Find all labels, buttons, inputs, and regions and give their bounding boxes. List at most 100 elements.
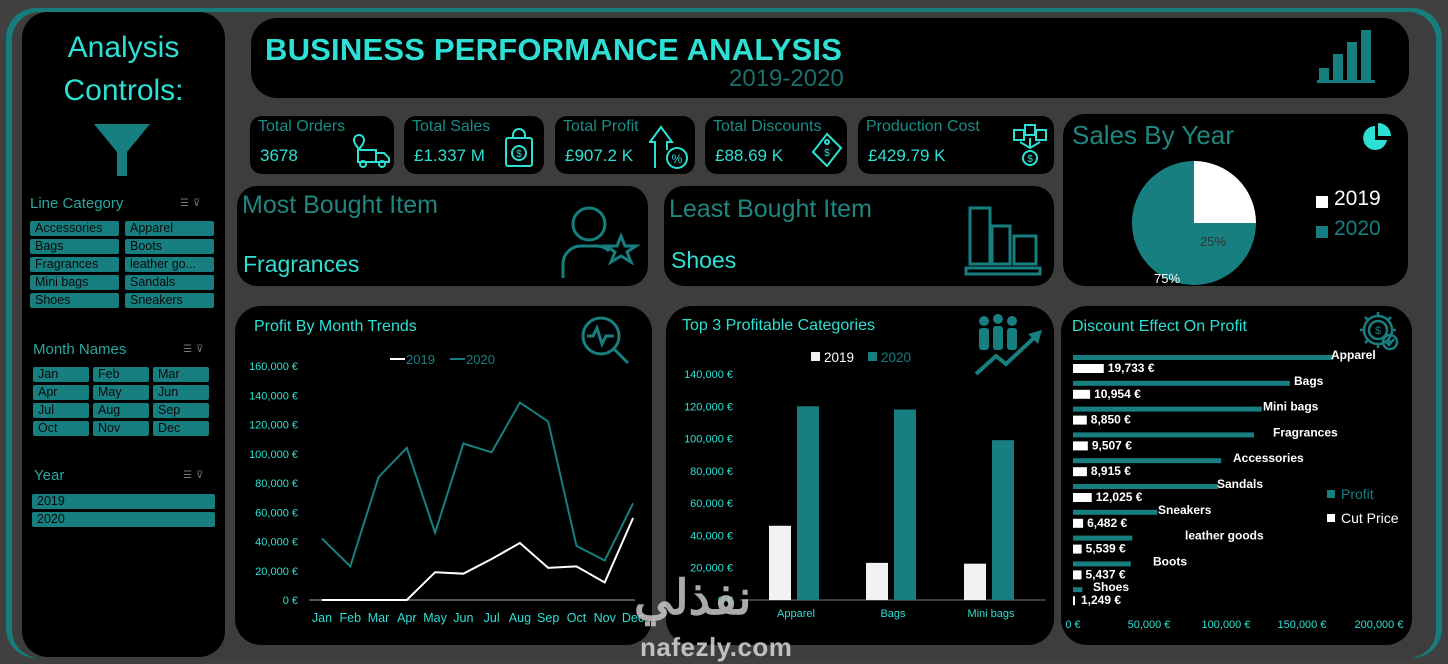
bar-profit — [1073, 535, 1133, 541]
chart-title: Top 3 Profitable Categories — [682, 317, 875, 334]
slicer-item-month[interactable]: Jul — [33, 403, 89, 418]
slicer-item-month[interactable]: Apr — [33, 385, 89, 400]
multi-select-icon[interactable]: ☰⊽ — [180, 198, 205, 209]
x-tick-label: 50,000 € — [1128, 619, 1171, 631]
team-growth-icon — [974, 314, 1042, 376]
pie-data-label: 75% — [1154, 271, 1180, 286]
kpi-total-orders: Total Orders 3678 — [250, 116, 394, 174]
legend-label: 2020 — [881, 350, 911, 365]
bar-cut-price — [1073, 364, 1104, 373]
x-tick-label: Apparel — [777, 608, 815, 620]
slicer-item-month[interactable]: Dec — [153, 421, 209, 436]
money-gear-icon: $ — [1360, 312, 1399, 351]
x-tick-label: May — [423, 611, 447, 625]
slicer-item-category[interactable]: Shoes — [30, 293, 119, 308]
controls-title-line1: Analysis — [67, 31, 180, 64]
legend-swatch — [1316, 226, 1328, 238]
data-point — [378, 599, 380, 601]
x-tick-label: Bags — [880, 608, 906, 620]
y-tick-label: 60,000 € — [690, 498, 733, 510]
multi-select-icon[interactable]: ☰⊽ — [183, 470, 208, 481]
y-tick-label: 20,000 € — [690, 563, 733, 575]
controls-title-line2: Controls: — [63, 74, 184, 107]
bar-cut-price — [1073, 441, 1088, 451]
y-tick-label: 100,000 € — [249, 449, 298, 461]
multi-select-icon[interactable]: ☰⊽ — [183, 344, 208, 355]
data-point — [575, 565, 577, 567]
category-label: Sandals — [1217, 477, 1263, 491]
svg-text:$: $ — [1375, 325, 1381, 337]
slicer-item-category[interactable]: Sneakers — [125, 293, 214, 308]
slicer-item-month[interactable]: May — [93, 385, 149, 400]
svg-text:$: $ — [1027, 154, 1033, 165]
slicer-item-category[interactable]: leather go... — [125, 257, 214, 272]
kpi-label: Total Sales — [412, 118, 491, 135]
x-tick-label: Apr — [397, 611, 416, 625]
chart-title: Discount Effect On Profit — [1072, 318, 1247, 335]
sales-by-year-pie: 25% 75% — [1132, 161, 1256, 286]
y-tick-label: 60,000 € — [255, 507, 298, 519]
bar-2020 — [797, 406, 819, 600]
header-banner: BUSINESS PERFORMANCE ANALYSIS 2019-2020 — [251, 18, 1409, 98]
delivery-truck-icon — [352, 134, 390, 168]
category-label: Bags — [1294, 374, 1324, 388]
x-tick-label: Nov — [594, 611, 617, 625]
svg-text:%: % — [672, 152, 683, 166]
pie-data-label: 25% — [1200, 234, 1226, 249]
inventory-shelf-icon — [964, 206, 1042, 276]
y-tick-label: 140,000 € — [249, 390, 298, 402]
profit-by-month-chart: 0 € 20,000 € 40,000 € 60,000 € 80,000 € 100,0… — [249, 352, 644, 625]
y-tick-label: 40,000 € — [255, 537, 298, 549]
slicer-item-category[interactable]: Bags — [30, 239, 119, 254]
slicer-item-month[interactable]: Nov — [93, 421, 149, 436]
slicer-item-category[interactable]: Sandals — [125, 275, 214, 290]
bar-2019 — [964, 563, 986, 600]
slicer-item-year[interactable]: 2019 — [32, 494, 215, 509]
bar-profit — [1073, 355, 1334, 360]
pie-slice — [1194, 161, 1256, 223]
x-tick-label: 100,000 € — [1202, 619, 1251, 631]
slicer-item-category[interactable]: Fragrances — [30, 257, 119, 272]
legend-swatch — [811, 352, 820, 361]
pie-chart-icon — [1363, 123, 1391, 150]
bar-2020 — [992, 440, 1014, 600]
kpi-total-discounts: Total Discounts £88.69 K $ — [705, 116, 847, 174]
kpi-value: £1.337 M — [414, 146, 485, 165]
kpi-production-cost: Production Cost £429.79 K $ — [858, 116, 1054, 174]
least-bought-item-card: Least Bought Item Shoes — [664, 186, 1054, 286]
slicer-item-month[interactable]: Mar — [153, 367, 209, 382]
cut-price-label: 10,954 € — [1094, 387, 1141, 401]
x-tick-label: Jan — [312, 611, 332, 625]
bar-cut-price — [1073, 544, 1082, 554]
slicer-item-category[interactable]: Boots — [125, 239, 214, 254]
discount-effect-panel: Discount Effect On Profit $ Apparel 19,73… — [1061, 306, 1412, 645]
legend-label: 2020 — [1334, 217, 1381, 240]
bar-cut-price — [1073, 493, 1092, 502]
category-label: Boots — [1153, 554, 1187, 568]
month-names-label: Month Names — [33, 341, 127, 358]
data-point — [491, 451, 493, 453]
y-tick-label: 20,000 € — [255, 566, 298, 578]
slicer-item-month[interactable]: Jun — [153, 385, 209, 400]
y-tick-label: 80,000 € — [255, 478, 298, 490]
category-label: Shoes — [1093, 580, 1129, 594]
svg-text:$: $ — [824, 148, 830, 159]
slicer-item-month[interactable]: Oct — [33, 421, 89, 436]
bar-2019 — [866, 562, 888, 600]
slicer-item-category[interactable]: Accessories — [30, 221, 119, 236]
shopping-bag-icon: $ — [505, 128, 533, 167]
pie-slice — [1132, 161, 1256, 285]
x-tick-label: 0 € — [1065, 619, 1080, 631]
y-tick-label: 40,000 € — [690, 530, 733, 542]
slicer-item-month[interactable]: Jan — [33, 367, 89, 382]
slicer-item-category[interactable]: Apparel — [125, 221, 214, 236]
cut-price-label: 8,850 € — [1091, 413, 1131, 427]
slicer-item-year[interactable]: 2020 — [32, 512, 215, 527]
slicer-item-category[interactable]: Mini bags — [30, 275, 119, 290]
slicer-item-month[interactable]: Sep — [153, 403, 209, 418]
data-point — [519, 542, 521, 544]
kpi-value: 3678 — [260, 146, 298, 165]
category-label: Accessories — [1233, 451, 1304, 465]
slicer-item-month[interactable]: Feb — [93, 367, 149, 382]
slicer-item-month[interactable]: Aug — [93, 403, 149, 418]
